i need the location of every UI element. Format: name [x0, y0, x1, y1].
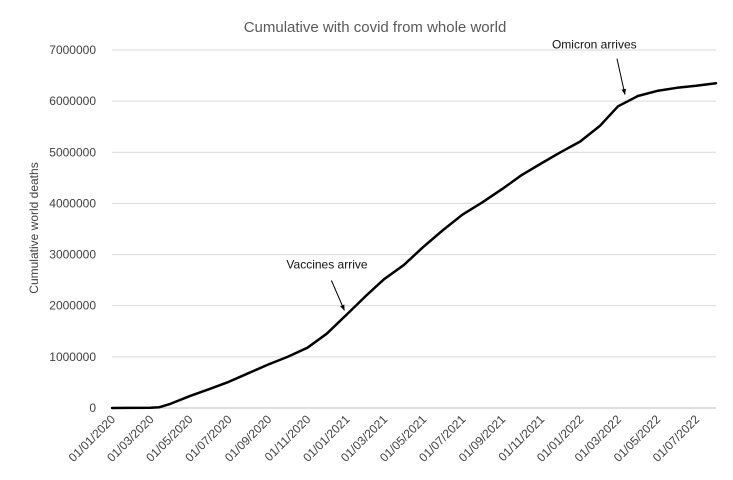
annotations: Vaccines arrive Omicron arrives	[286, 38, 637, 311]
gridlines	[112, 49, 716, 358]
y-tick-labels: 0 1000000 2000000 3000000 4000000 5000000 6000…	[49, 43, 96, 415]
annotation-label: Vaccines arrive	[286, 258, 367, 272]
y-tick-label: 7000000	[49, 43, 96, 57]
y-tick-label: 0	[89, 401, 96, 415]
annotation-arrow	[616, 58, 626, 95]
y-axis-label: Cumulative world deaths	[27, 162, 41, 293]
series-layer	[110, 81, 718, 410]
arrow-head	[340, 304, 345, 311]
y-tick-label: 2000000	[49, 299, 96, 313]
y-tick-label: 4000000	[49, 196, 96, 210]
annotation-label: Omicron arrives	[552, 38, 637, 52]
y-tick-label: 3000000	[49, 248, 96, 262]
y-tick-label: 5000000	[49, 145, 96, 159]
y-tick-label: 6000000	[49, 94, 96, 108]
chart-title: Cumulative with covid from whole world	[244, 19, 507, 36]
x-tick-labels: 01/01/202001/03/202001/05/202001/07/2020…	[66, 412, 703, 465]
arrow-head	[621, 88, 627, 95]
series-line	[110, 81, 718, 410]
y-tick-label: 1000000	[49, 350, 96, 364]
